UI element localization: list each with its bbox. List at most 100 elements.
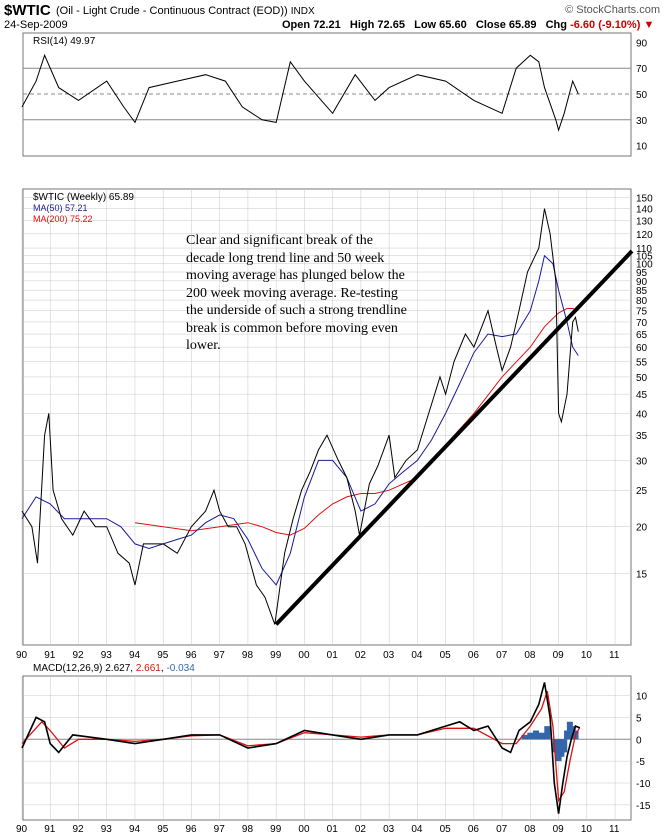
chart-name: (Oil - Light Crude - Continuous Contract… bbox=[56, 5, 315, 17]
histogram-bar bbox=[532, 730, 539, 740]
macd-year-tick-label: 90 bbox=[16, 824, 28, 835]
macd-label: MACD(12,26,9) bbox=[33, 663, 102, 674]
histogram-bar bbox=[538, 732, 545, 740]
macd-year-tick-label: 06 bbox=[468, 824, 480, 835]
rsi-line bbox=[21, 53, 579, 132]
chg-label: Chg bbox=[545, 19, 567, 31]
annotation-text: Clear and significant break of the decad… bbox=[186, 233, 407, 353]
macd-year-tick-label: 01 bbox=[327, 824, 339, 835]
macd-tick-label: 10 bbox=[636, 692, 648, 703]
price-tick-label: 30 bbox=[636, 456, 648, 467]
ma200-line bbox=[134, 308, 579, 536]
macd-year-tick-label: 96 bbox=[185, 824, 197, 835]
histogram-bar bbox=[544, 726, 551, 740]
price-tick-label: 45 bbox=[636, 390, 648, 401]
year-tick-label: 07 bbox=[496, 650, 508, 661]
year-tick-label: 00 bbox=[298, 650, 310, 661]
year-tick-label: 91 bbox=[44, 650, 56, 661]
price-grid bbox=[21, 189, 631, 645]
macd-tick-label: 0 bbox=[636, 735, 642, 746]
macd-year-tick-label: 91 bbox=[44, 824, 56, 835]
macd-year-tick-label: 03 bbox=[383, 824, 395, 835]
low-label: Low bbox=[414, 19, 437, 31]
price-tick-label: 65 bbox=[636, 330, 648, 341]
macd-line bbox=[21, 682, 581, 814]
rsi-tick-label: 90 bbox=[636, 38, 648, 49]
macd-year-tick-label: 05 bbox=[440, 824, 452, 835]
price-tick-label: 110 bbox=[636, 244, 652, 255]
price-tick-label: 40 bbox=[636, 409, 648, 420]
low-value: 65.60 bbox=[439, 19, 467, 31]
price-tick-label: 50 bbox=[636, 373, 648, 384]
price-tick-label: 90 bbox=[636, 277, 648, 288]
ma200-legend: MA(200) 75.22 bbox=[33, 214, 93, 224]
high-value: 72.65 bbox=[377, 19, 405, 31]
rsi-panel: 10 30 50 70 90 RSI(14) 49.97 bbox=[21, 32, 648, 157]
year-tick-label: 92 bbox=[72, 650, 84, 661]
macd-year-tick-label: 09 bbox=[553, 824, 565, 835]
macd-year-tick-label: 00 bbox=[298, 824, 310, 835]
histogram-bar bbox=[527, 732, 534, 740]
year-tick-label: 93 bbox=[101, 650, 113, 661]
year-tick-label: 94 bbox=[129, 650, 141, 661]
year-tick-label: 98 bbox=[242, 650, 254, 661]
macd-tick-label: -10 bbox=[636, 779, 651, 790]
price-tick-label: 35 bbox=[636, 431, 648, 442]
down-arrow-icon: ▼ bbox=[643, 19, 655, 31]
macd-value: 2.627 bbox=[105, 663, 130, 674]
price-tick-label: 105 bbox=[636, 252, 653, 263]
open-value: 72.21 bbox=[313, 19, 341, 31]
ma50-legend: MA(50) 57.21 bbox=[33, 203, 88, 213]
histogram-bar bbox=[521, 734, 528, 740]
macd-x-axis: 90 91 92 93 94 95 96 97 98 99 00 01 02 03 04 05 06 07 08 09… bbox=[16, 824, 620, 835]
price-tick-label: 75 bbox=[636, 307, 648, 318]
year-tick-label: 11 bbox=[609, 650, 620, 661]
rsi-tick-label: 10 bbox=[636, 142, 648, 153]
price-tick-label: 95 bbox=[636, 268, 648, 279]
rsi-label: RSI(14) 49.97 bbox=[33, 36, 96, 47]
brand-watermark: © StockCharts.com bbox=[565, 4, 660, 16]
signal-value: 2.661 bbox=[136, 663, 161, 674]
year-tick-label: 06 bbox=[468, 650, 480, 661]
ma50-line bbox=[21, 254, 579, 586]
close-value: 65.89 bbox=[508, 19, 537, 31]
macd-year-tick-label: 93 bbox=[101, 824, 113, 835]
macd-year-tick-label: 92 bbox=[72, 824, 84, 835]
macd-year-tick-label: 97 bbox=[214, 824, 226, 835]
year-tick-label: 96 bbox=[185, 650, 197, 661]
price-tick-label: 120 bbox=[636, 230, 653, 241]
price-x-axis: 90 91 92 93 94 95 96 97 98 99 00 01 02 03 04 05 06 07 08 09… bbox=[16, 650, 620, 661]
macd-year-tick-label: 95 bbox=[157, 824, 169, 835]
price-tick-label: 15 bbox=[636, 570, 648, 581]
year-tick-label: 99 bbox=[270, 650, 282, 661]
year-tick-label: 05 bbox=[440, 650, 452, 661]
year-tick-label: 04 bbox=[411, 650, 423, 661]
macd-tick-label: 5 bbox=[636, 713, 642, 724]
macd-tick-label: -5 bbox=[636, 757, 645, 768]
year-tick-label: 10 bbox=[581, 650, 593, 661]
year-tick-label: 95 bbox=[157, 650, 169, 661]
year-tick-label: 01 bbox=[327, 650, 339, 661]
macd-grid bbox=[21, 676, 631, 820]
chart-symbol: $WTIC bbox=[4, 2, 51, 19]
price-tick-label: 85 bbox=[636, 286, 648, 297]
macd-year-tick-label: 02 bbox=[355, 824, 367, 835]
price-tick-label: 140 bbox=[636, 205, 653, 216]
instrument-name: (Oil - Light Crude - Continuous Contract… bbox=[56, 5, 288, 17]
price-panel: 1520253035404550556065707580859095100105… bbox=[16, 188, 653, 661]
price-y-axis: 15 20 25 30 35 40 45 50 55 60 65707580859095100105… bbox=[636, 193, 653, 580]
rsi-tick-label: 50 bbox=[636, 90, 648, 101]
year-tick-label: 90 bbox=[16, 650, 28, 661]
price-tick-label: 100 bbox=[636, 260, 653, 271]
macd-frame bbox=[22, 675, 632, 821]
trend-line bbox=[274, 249, 634, 626]
price-title: $WTIC (Weekly) 65.89 bbox=[33, 192, 134, 203]
ohlc-summary: Open 72.21 High 72.65 Low 65.60 Close 65… bbox=[282, 19, 654, 31]
year-tick-label: 97 bbox=[214, 650, 226, 661]
price-tick-label: 20 bbox=[636, 523, 648, 534]
macd-year-tick-label: 94 bbox=[129, 824, 141, 835]
high-label: High bbox=[349, 19, 375, 31]
macd-y-axis: -15 -10 -5 0 5 10 bbox=[636, 692, 651, 812]
